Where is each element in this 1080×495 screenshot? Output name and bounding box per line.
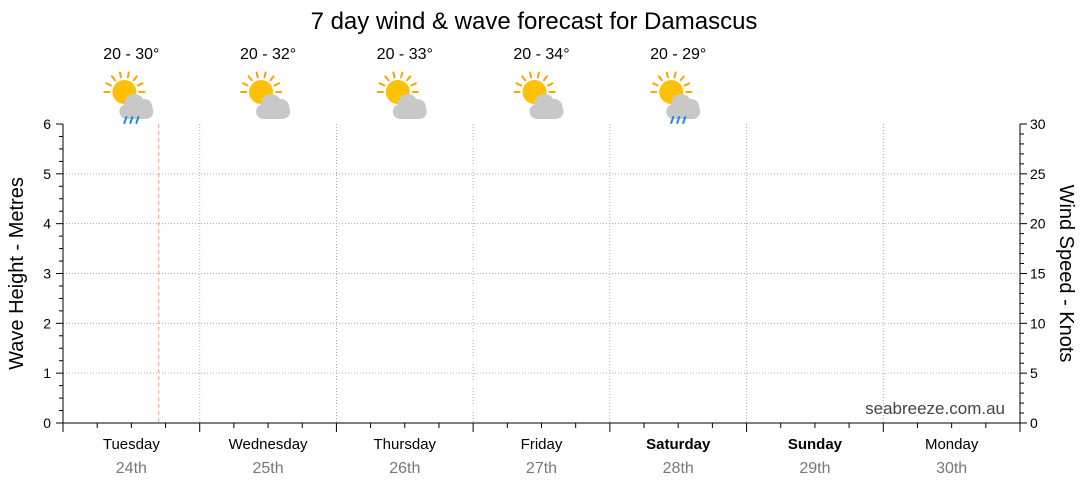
day-label: Sunday: [788, 436, 843, 453]
date-label: 24th: [116, 460, 147, 477]
day-label: Wednesday: [229, 436, 308, 453]
left-tick-label: 3: [43, 266, 51, 282]
sun-cloud-rain-icon: [650, 71, 701, 124]
right-tick-label: 10: [1030, 315, 1046, 331]
date-label: 26th: [389, 460, 420, 477]
left-tick-label: 4: [43, 216, 51, 232]
right-tick-label: 30: [1030, 116, 1046, 132]
day-label: Friday: [521, 436, 563, 453]
day-label: Thursday: [374, 436, 437, 453]
temperature-label: 20 - 32°: [240, 46, 296, 63]
right-tick-label: 15: [1030, 266, 1046, 282]
chart-title: 7 day wind & wave forecast for Damascus: [311, 8, 758, 35]
left-tick-label: 6: [43, 116, 51, 132]
sun-cloud-icon: [513, 71, 564, 119]
date-label: 29th: [799, 460, 830, 477]
temperature-label: 20 - 30°: [103, 46, 159, 63]
left-tick-label: 5: [43, 166, 51, 182]
left-tick-label: 0: [43, 415, 51, 431]
day-label: Tuesday: [103, 436, 160, 453]
day-label: Monday: [925, 436, 979, 453]
left-axis-title: Wave Height - Metres: [6, 177, 28, 370]
right-tick-label: 25: [1030, 166, 1046, 182]
temperature-label: 20 - 34°: [513, 46, 569, 63]
date-label: 25th: [253, 460, 284, 477]
sun-cloud-rain-icon: [103, 71, 154, 124]
temperature-label: 20 - 29°: [650, 46, 706, 63]
sun-cloud-icon: [240, 71, 291, 119]
right-axis-title: Wind Speed - Knots: [1055, 185, 1077, 363]
day-label: Saturday: [646, 436, 711, 453]
date-label: 27th: [526, 460, 557, 477]
right-tick-label: 5: [1030, 365, 1038, 381]
right-tick-label: 20: [1030, 216, 1046, 232]
left-tick-label: 1: [43, 365, 51, 381]
sun-cloud-icon: [376, 71, 427, 119]
temperature-label: 20 - 33°: [377, 46, 433, 63]
right-tick-label: 0: [1030, 415, 1038, 431]
left-tick-label: 2: [43, 315, 51, 331]
date-label: 28th: [663, 460, 694, 477]
date-label: 30th: [936, 460, 967, 477]
watermark-text: seabreeze.com.au: [865, 399, 1005, 418]
